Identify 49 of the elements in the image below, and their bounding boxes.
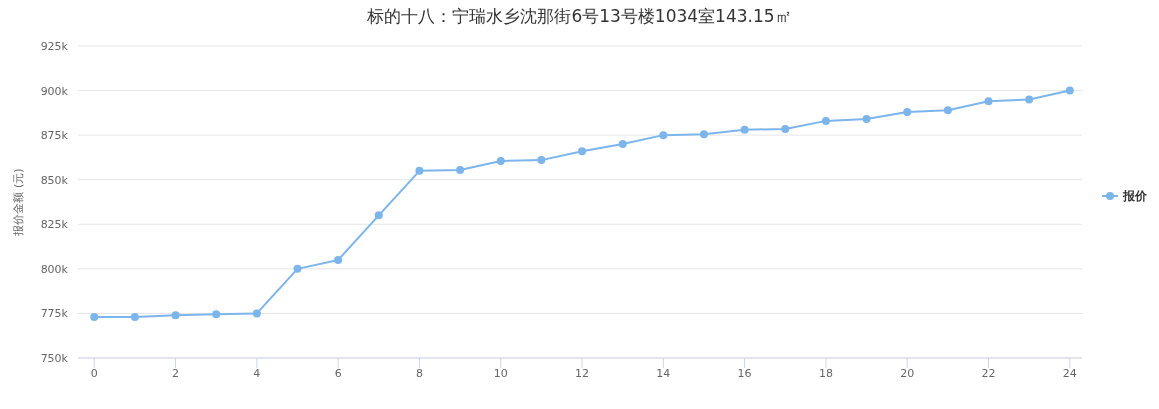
x-tick-label: 24 xyxy=(1062,367,1077,380)
point xyxy=(984,97,993,106)
point xyxy=(374,211,383,220)
point xyxy=(578,147,587,156)
x-tick-label: 12 xyxy=(575,367,590,380)
point xyxy=(456,165,465,174)
legend-label: 报价 xyxy=(1122,189,1148,203)
point xyxy=(1025,95,1034,104)
point xyxy=(90,312,99,321)
point xyxy=(1065,86,1074,95)
y-tick-label: 900k xyxy=(40,84,69,98)
point xyxy=(212,310,221,319)
x-tick-label: 14 xyxy=(656,367,671,380)
y-tick-label: 850k xyxy=(40,173,69,187)
y-tick-label: 925k xyxy=(40,40,69,53)
x-tick-label: 2 xyxy=(172,367,180,380)
x-tick-label: 20 xyxy=(900,367,915,380)
point xyxy=(740,125,749,134)
point xyxy=(415,166,424,175)
point xyxy=(659,131,668,140)
point xyxy=(943,106,952,115)
point xyxy=(334,255,343,264)
point xyxy=(821,116,830,125)
x-tick-label: 0 xyxy=(90,367,98,380)
point xyxy=(699,130,708,139)
x-tick-label: 6 xyxy=(334,367,342,380)
point xyxy=(862,115,871,124)
point xyxy=(618,140,627,149)
x-tick-label: 10 xyxy=(493,367,508,380)
x-tick-label: 16 xyxy=(737,367,752,380)
point xyxy=(537,156,546,165)
point xyxy=(293,264,302,273)
x-tick-label: 18 xyxy=(818,367,833,380)
y-tick-label: 775k xyxy=(40,307,69,321)
x-tick-label: 4 xyxy=(253,367,261,380)
point xyxy=(903,107,912,116)
point xyxy=(130,312,139,321)
point xyxy=(496,156,505,165)
x-tick-label: 22 xyxy=(981,367,996,380)
y-axis-title: 报价金额 (元) xyxy=(12,168,25,237)
x-tick-label: 8 xyxy=(415,367,423,380)
point xyxy=(252,309,261,318)
point xyxy=(171,311,180,320)
y-tick-label: 750k xyxy=(40,352,69,365)
y-tick-label: 825k xyxy=(40,218,69,232)
y-tick-label: 800k xyxy=(40,262,69,276)
chart-title: 标的十八：宁瑞水乡沈那街6号13号楼1034室143.15㎡ xyxy=(366,6,792,26)
y-tick-label: 875k xyxy=(40,129,69,143)
point xyxy=(781,124,790,133)
